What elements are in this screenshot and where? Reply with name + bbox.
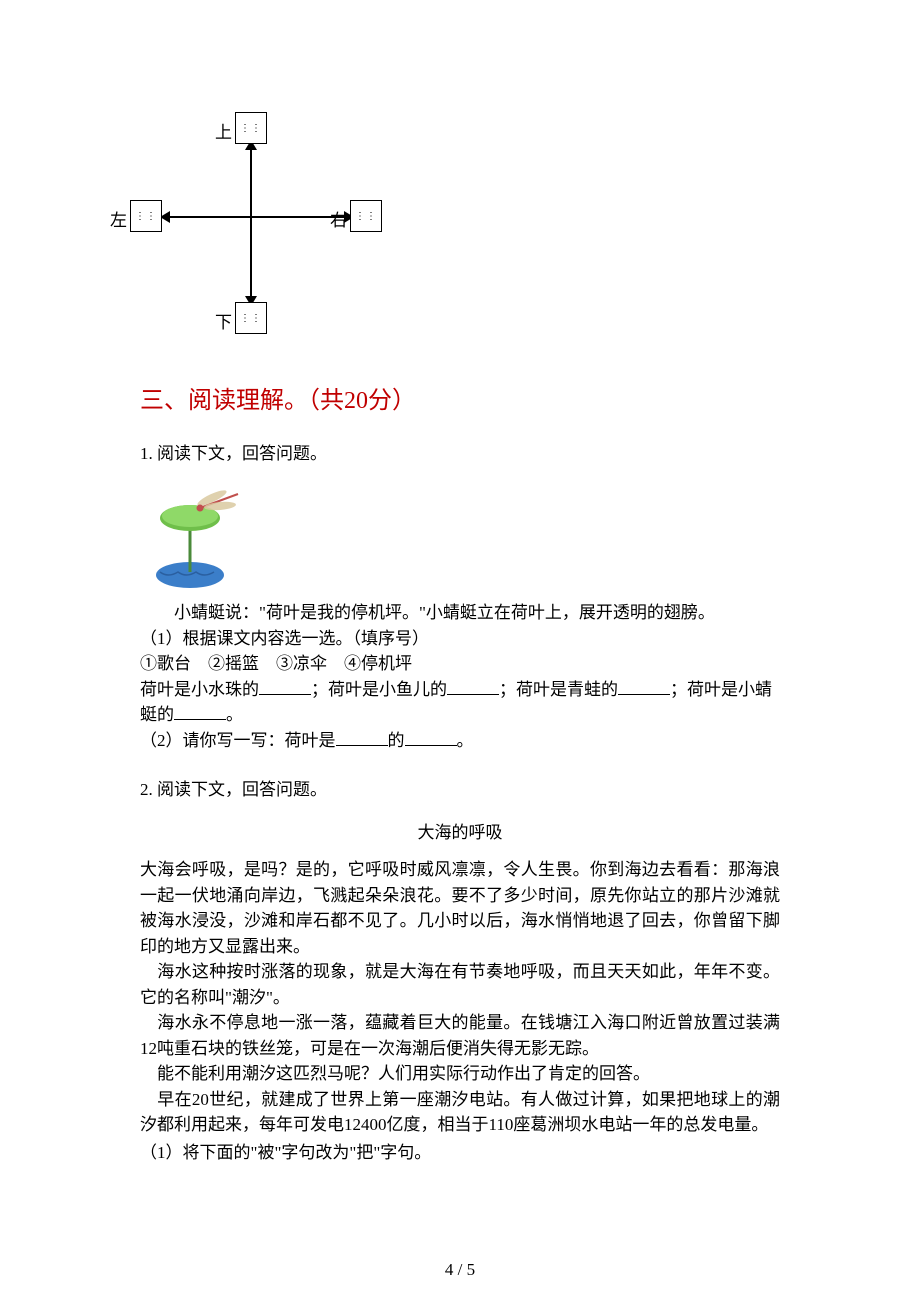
passage-p4: 能不能利用潮汐这匹烈马呢？人们用实际行动作出了肯定的回答。 [140, 1061, 780, 1087]
box-right: ⋮⋮ [350, 200, 382, 232]
page-footer: 4 / 5 [0, 1260, 920, 1280]
passage-title: 大海的呼吸 [140, 818, 780, 843]
blank-4 [174, 702, 226, 720]
label-up: 上 [215, 118, 232, 143]
blank-5 [336, 728, 388, 746]
q1-prompt1: （1）根据课文内容选一选。（填序号） [140, 626, 780, 652]
q1-fill-b: ；荷叶是小鱼儿的 [311, 680, 447, 699]
q1-p2-c: 。 [457, 731, 474, 750]
label-down: 下 [215, 308, 232, 333]
passage-p3: 海水永不停息地一涨一落，蕴藏着巨大的能量。在钱塘江入海口附近曾放置过装满12吨重… [140, 1010, 780, 1061]
passage-p1: 大海会呼吸，是吗？是的，它呼吸时威风凛凛，令人生畏。你到海边去看看：那海浪一起一… [140, 857, 780, 959]
dragonfly-icon [140, 480, 260, 590]
q1-fill-line: 荷叶是小水珠的；荷叶是小鱼儿的；荷叶是青蛙的；荷叶是小蜻蜓的。 [140, 677, 780, 728]
q1-p2-a: （2）请你写一写：荷叶是 [140, 731, 336, 750]
section-3-title: 三、阅读理解。（共20分） [140, 380, 780, 415]
box-left: ⋮⋮ [130, 200, 162, 232]
passage-p5: 早在20世纪，就建成了世界上第一座潮汐电站。有人做过计算，如果把地球上的潮汐都利… [140, 1087, 780, 1138]
document-page: ⋮⋮ ⋮⋮ ⋮⋮ ⋮⋮ 上 下 左 右 三、阅读理解。（共20分） 1. 阅读下… [0, 0, 920, 1302]
question-2-number: 2. 阅读下文，回答问题。 [140, 775, 780, 800]
q1-choices: ①歌台 ②摇篮 ③凉伞 ④停机坪 [140, 651, 780, 677]
q2-sub1: （1）将下面的"被"字句改为"把"字句。 [140, 1140, 780, 1166]
dragonfly-illustration [140, 480, 780, 590]
q1-fill-e: 。 [226, 705, 243, 724]
question-1-number: 1. 阅读下文，回答问题。 [140, 439, 780, 464]
q1-intro: 小蜻蜓说："荷叶是我的停机坪。"小蜻蜓立在荷叶上，展开透明的翅膀。 [140, 600, 780, 626]
vertical-axis [250, 148, 252, 298]
compass-diagram: ⋮⋮ ⋮⋮ ⋮⋮ ⋮⋮ 上 下 左 右 [140, 110, 400, 330]
q1-prompt2: （2）请你写一写：荷叶是 的 。 [140, 728, 780, 754]
direction-diagram: ⋮⋮ ⋮⋮ ⋮⋮ ⋮⋮ 上 下 左 右 [140, 110, 780, 330]
q1-fill-a: 荷叶是小水珠的 [140, 680, 259, 699]
blank-3 [618, 677, 670, 695]
blank-1 [259, 677, 311, 695]
box-up: ⋮⋮ [235, 112, 267, 144]
q1-fill-c: ；荷叶是青蛙的 [499, 680, 618, 699]
label-right: 右 [330, 206, 347, 231]
blank-6 [405, 728, 457, 746]
passage-p2: 海水这种按时涨落的现象，就是大海在有节奏地呼吸，而且天天如此，年年不变。它的名称… [140, 959, 780, 1010]
box-down: ⋮⋮ [235, 302, 267, 334]
horizontal-axis [168, 216, 346, 218]
q1-p2-b: 的 [388, 731, 405, 750]
label-left: 左 [110, 206, 127, 231]
blank-2 [447, 677, 499, 695]
